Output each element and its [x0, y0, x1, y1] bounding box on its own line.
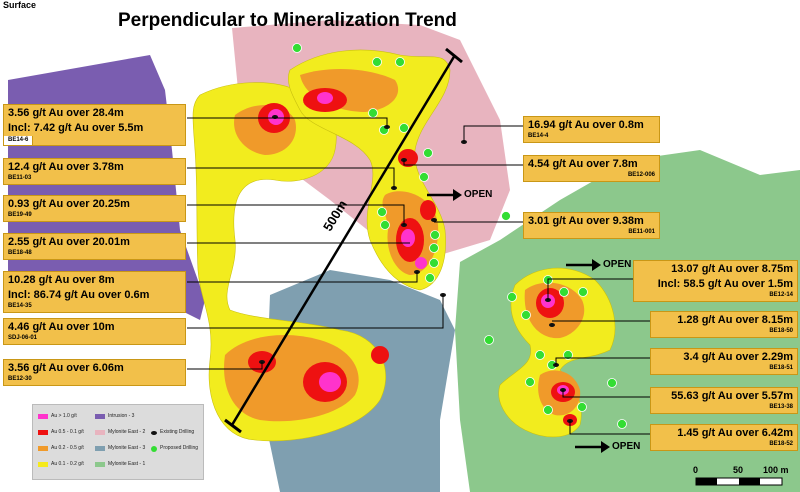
assay-callout: 3.56 g/t Au over 28.4m Incl: 7.42 g/t Au…: [3, 104, 186, 146]
proposed-drill-icon: [151, 445, 157, 452]
hole-id: BE18-52: [769, 441, 793, 447]
assay-callout: 12.4 g/t Au over 3.78m BE11-03: [3, 158, 186, 185]
assay-result: 0.93 g/t Au over 20.25m: [8, 198, 130, 210]
hole-id: BE12-14: [769, 292, 793, 298]
assay-callout: 55.63 g/t Au over 5.57m BE13-38: [650, 387, 798, 414]
legend-item: Existing Drilling: [151, 429, 194, 436]
scale-arrow-500m: [224, 47, 463, 434]
assay-callout: 1.28 g/t Au over 8.15m BE18-50: [650, 311, 798, 338]
assay-result: 4.46 g/t Au over 10m: [8, 321, 115, 333]
assay-result: 3.56 g/t Au over 6.06m: [8, 362, 124, 374]
open-label: OPEN: [612, 441, 641, 452]
assay-result: 10.28 g/t Au over 8m: [8, 274, 115, 286]
assay-result: 16.94 g/t Au over 0.8m: [528, 119, 644, 131]
hole-id: BE18-50: [769, 328, 793, 334]
page-title: Perpendicular to Mineralization Trend: [118, 10, 457, 31]
assay-result: Incl: 58.5 g/t Au over 1.5m: [657, 278, 793, 290]
assay-result: 4.54 g/t Au over 7.8m: [528, 158, 638, 170]
scale-tick-label: 100 m: [763, 465, 789, 475]
assay-callout: 3.56 g/t Au over 6.06m BE12-30: [3, 359, 186, 386]
assay-callout: 13.07 g/t Au over 8.75m Incl: 58.5 g/t A…: [633, 260, 798, 302]
assay-result: 3.01 g/t Au over 9.38m: [528, 215, 644, 227]
assay-result: 13.07 g/t Au over 8.75m: [671, 263, 793, 275]
assay-callout: 2.55 g/t Au over 20.01m BE18-48: [3, 233, 186, 260]
scale-tick-label: 0: [693, 465, 699, 475]
legend-item: Mylonite East - 2: [95, 429, 145, 436]
legend-item: Au > 1.0 g/t: [38, 413, 77, 420]
assay-callout: 4.46 g/t Au over 10m SDJ-06-01: [3, 318, 186, 345]
open-label: OPEN: [603, 259, 632, 270]
map-legend: Au > 1.0 g/t Au 0.5 - 0.1 g/t Au 0.2 - 0…: [32, 404, 204, 480]
hole-id: BE18-48: [8, 250, 32, 256]
assay-result: 1.45 g/t Au over 6.42m: [677, 427, 793, 439]
assay-callout: 4.54 g/t Au over 7.8m BE12-006: [523, 155, 660, 182]
hole-id: BE11-03: [8, 175, 32, 181]
surface-label: Surface: [3, 0, 37, 10]
assay-result: 12.4 g/t Au over 3.78m: [8, 161, 124, 173]
legend-item: Proposed Drilling: [151, 445, 198, 452]
hole-id: BE13-38: [769, 404, 793, 410]
legend-item: Intrusion - 3: [95, 413, 134, 420]
assay-result: 3.56 g/t Au over 28.4m: [8, 107, 124, 119]
assay-result: 55.63 g/t Au over 5.57m: [671, 390, 793, 402]
assay-callout: 0.93 g/t Au over 20.25m BE19-49: [3, 195, 186, 222]
hole-id: BE12-30: [8, 376, 32, 382]
assay-callout: 16.94 g/t Au over 0.8m BE14-4: [523, 116, 660, 143]
assay-callout: 3.01 g/t Au over 9.38m BE11-001: [523, 212, 660, 239]
assay-result: 3.4 g/t Au over 2.29m: [683, 351, 793, 363]
legend-item: Mylonite East - 3: [95, 445, 145, 452]
scale-tick-label: 50: [733, 465, 744, 475]
legend-item: Au 0.2 - 0.5 g/t: [38, 445, 84, 452]
open-label: OPEN: [464, 189, 493, 200]
assay-result: 1.28 g/t Au over 8.15m: [677, 314, 793, 326]
hole-id: BE14-6: [4, 136, 34, 145]
proposed-drilling-points: [292, 43, 627, 429]
hole-id: BE19-49: [8, 212, 32, 218]
hole-id: BE18-51: [769, 365, 793, 371]
hole-id: SDJ-06-01: [8, 335, 38, 341]
open-arrows: [427, 189, 610, 453]
legend-item: Au 0.1 - 0.2 g/t: [38, 461, 84, 468]
callout-leader-lines: [187, 117, 650, 435]
distance-scale-bar: [695, 477, 783, 486]
assay-result: Incl: 7.42 g/t Au over 5.5m: [8, 122, 144, 134]
assay-callout: 3.4 g/t Au over 2.29m BE18-51: [650, 348, 798, 375]
hole-id: BE14-35: [8, 303, 32, 309]
assay-result: Incl: 86.74 g/t Au over 0.6m: [8, 289, 150, 301]
assay-callout: 1.45 g/t Au over 6.42m BE18-52: [650, 424, 798, 451]
existing-drill-icon: [151, 430, 157, 435]
hole-id: BE14-4: [528, 133, 549, 139]
assay-callout: 10.28 g/t Au over 8m Incl: 86.74 g/t Au …: [3, 271, 186, 313]
hole-id: BE11-001: [628, 229, 655, 235]
legend-item: Au 0.5 - 0.1 g/t: [38, 429, 84, 436]
hole-id: BE12-006: [627, 172, 655, 178]
assay-result: 2.55 g/t Au over 20.01m: [8, 236, 130, 248]
legend-item: Mylonite East - 1: [95, 461, 145, 468]
